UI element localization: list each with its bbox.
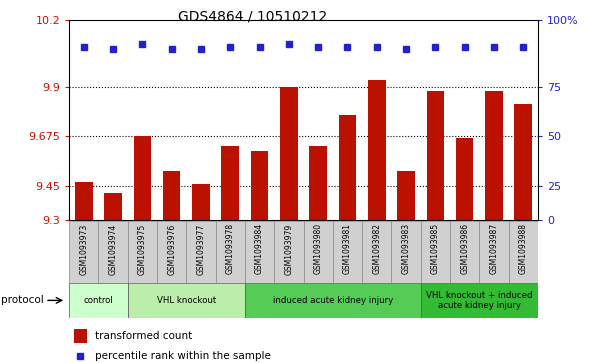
Text: GSM1093986: GSM1093986	[460, 223, 469, 274]
Bar	[397, 171, 415, 220]
Bar	[333, 221, 362, 283]
Bar	[508, 221, 538, 283]
Bar	[274, 221, 304, 283]
Text: GSM1093978: GSM1093978	[226, 223, 235, 274]
Text: control: control	[84, 296, 114, 305]
Bar	[105, 193, 122, 220]
Bar	[304, 221, 333, 283]
Bar	[485, 91, 502, 220]
Bar	[339, 115, 356, 220]
Bar	[280, 86, 297, 220]
Bar	[192, 184, 210, 220]
Bar	[221, 146, 239, 220]
Bar	[186, 221, 216, 283]
Text: GSM1093975: GSM1093975	[138, 223, 147, 274]
Bar	[99, 221, 128, 283]
Text: percentile rank within the sample: percentile rank within the sample	[95, 351, 271, 361]
Text: GSM1093973: GSM1093973	[79, 223, 88, 274]
Bar	[480, 221, 508, 283]
Bar	[310, 146, 327, 220]
Bar	[368, 80, 385, 220]
Bar	[216, 221, 245, 283]
Bar	[421, 283, 538, 318]
Bar	[245, 221, 274, 283]
Text: protocol: protocol	[1, 295, 44, 305]
Bar	[251, 151, 268, 220]
Bar	[245, 283, 421, 318]
Text: induced acute kidney injury: induced acute kidney injury	[273, 296, 393, 305]
Bar	[69, 283, 128, 318]
Bar	[362, 221, 391, 283]
Text: GSM1093983: GSM1093983	[401, 223, 410, 274]
Text: GSM1093982: GSM1093982	[372, 223, 381, 274]
Bar	[427, 91, 444, 220]
Text: VHL knockout: VHL knockout	[157, 296, 216, 305]
Bar	[74, 329, 87, 343]
Text: GSM1093976: GSM1093976	[167, 223, 176, 274]
Bar	[69, 221, 99, 283]
Text: GSM1093974: GSM1093974	[109, 223, 118, 274]
Text: GSM1093980: GSM1093980	[314, 223, 323, 274]
Text: GSM1093981: GSM1093981	[343, 223, 352, 274]
Text: transformed count: transformed count	[95, 331, 192, 341]
Text: VHL knockout + induced
acute kidney injury: VHL knockout + induced acute kidney inju…	[426, 291, 532, 310]
Bar	[456, 138, 474, 220]
Text: GSM1093985: GSM1093985	[431, 223, 440, 274]
Text: GSM1093977: GSM1093977	[197, 223, 206, 274]
Bar	[421, 221, 450, 283]
Text: GSM1093988: GSM1093988	[519, 223, 528, 274]
Bar	[133, 136, 151, 220]
Text: GSM1093984: GSM1093984	[255, 223, 264, 274]
Bar	[163, 171, 180, 220]
Text: GDS4864 / 10510212: GDS4864 / 10510212	[178, 9, 327, 23]
Bar	[157, 221, 186, 283]
Bar	[128, 283, 245, 318]
Text: GSM1093987: GSM1093987	[489, 223, 498, 274]
Bar	[391, 221, 421, 283]
Text: GSM1093979: GSM1093979	[284, 223, 293, 274]
Bar	[75, 182, 93, 220]
Bar	[514, 104, 532, 220]
Bar	[128, 221, 157, 283]
Bar	[450, 221, 480, 283]
